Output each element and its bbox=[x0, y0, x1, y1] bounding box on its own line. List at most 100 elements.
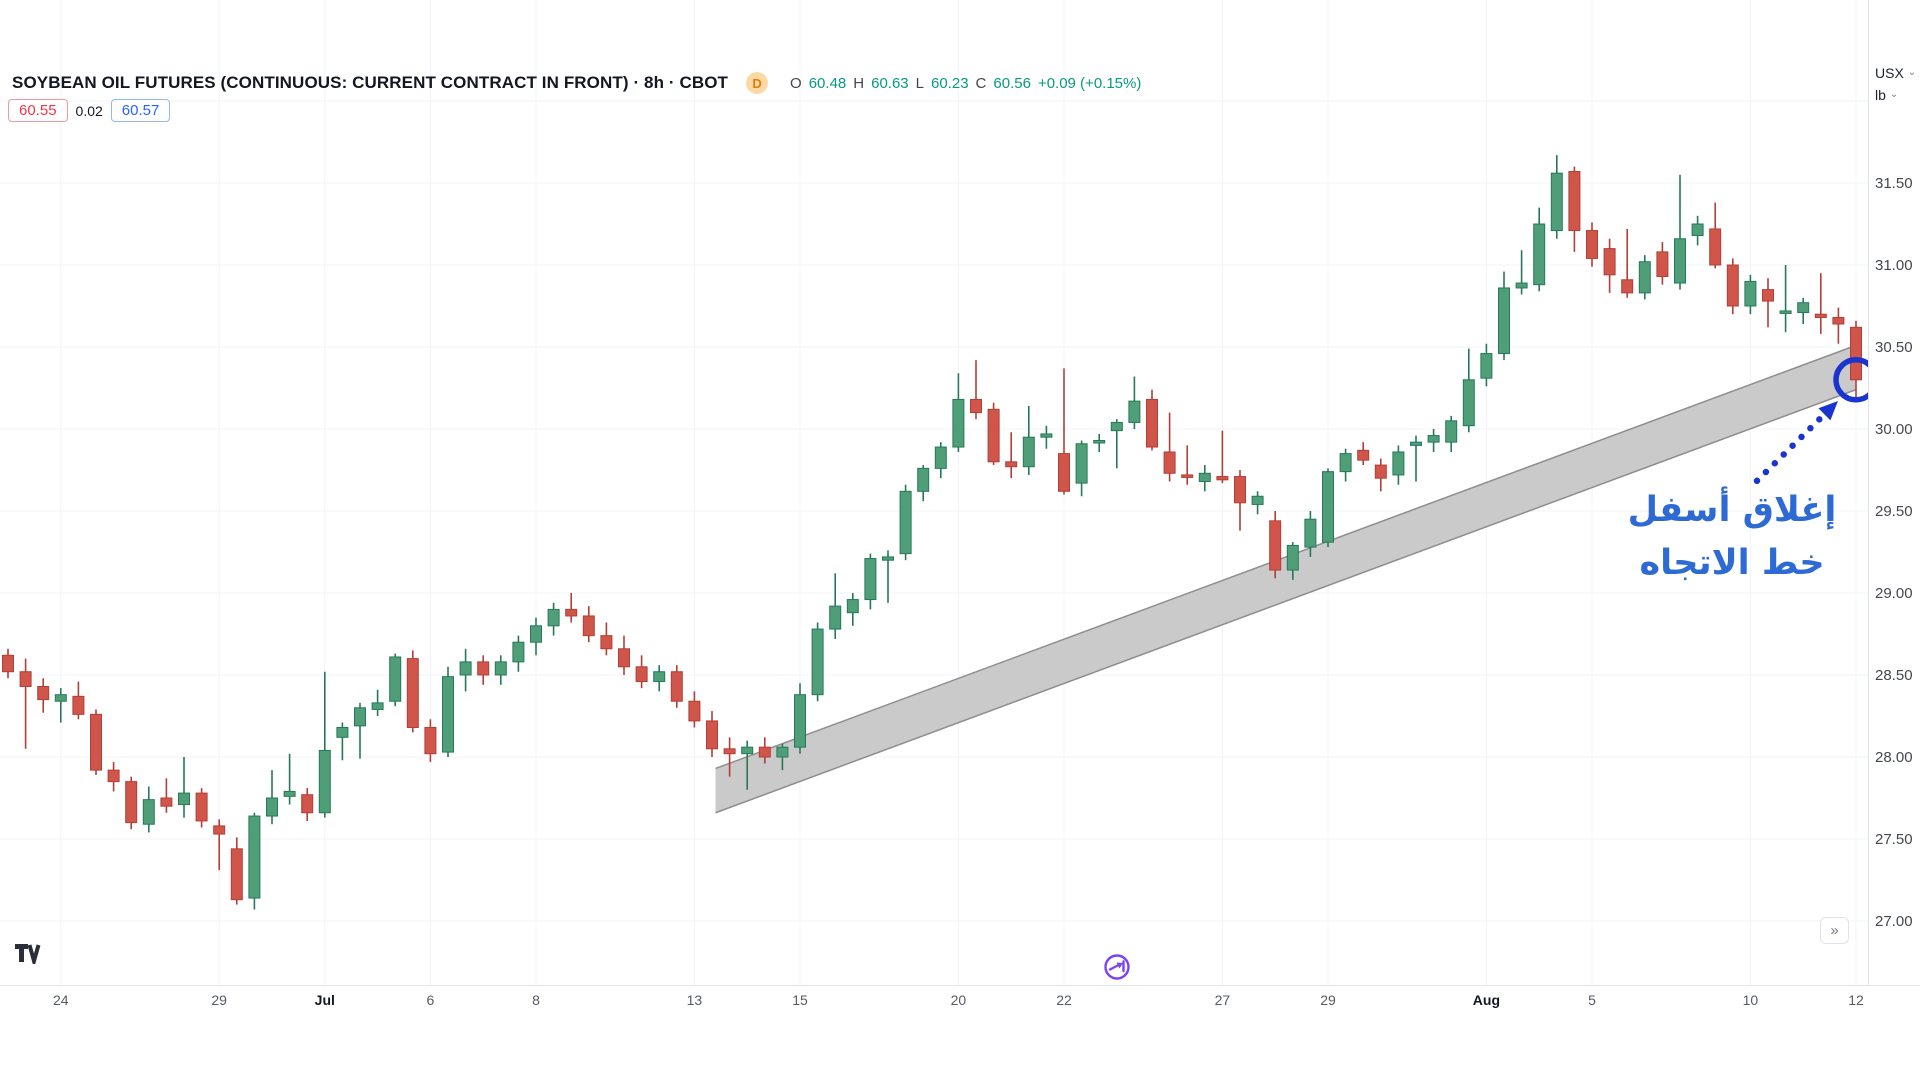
go-to-realtime-icon[interactable] bbox=[1103, 953, 1131, 981]
trend-channel-upper-line[interactable] bbox=[715, 344, 1857, 770]
candle-body bbox=[1814, 313, 1827, 318]
candle-body bbox=[1374, 464, 1387, 479]
time-axis-label: 8 bbox=[532, 992, 540, 1008]
candle-body bbox=[1586, 230, 1598, 259]
candle-body bbox=[1216, 476, 1229, 481]
price-unit-selector[interactable]: USX ⌄ lb ⌄ bbox=[1875, 62, 1916, 106]
time-axis-label: 20 bbox=[950, 992, 967, 1008]
candle-body bbox=[90, 713, 102, 771]
candle-body bbox=[54, 694, 67, 702]
ohlc-values: O 60.48 H 60.63 L 60.23 C 60.56 +0.09 (+0.15… bbox=[790, 75, 1141, 92]
open-value: 60.48 bbox=[808, 74, 847, 92]
sell-price-button[interactable]: 60.55 bbox=[8, 99, 68, 122]
candle-body bbox=[1357, 449, 1370, 461]
candle-body bbox=[1251, 495, 1264, 505]
candle-body bbox=[336, 726, 349, 738]
candle-body bbox=[1850, 326, 1862, 381]
candle-body bbox=[547, 608, 560, 627]
candle-body bbox=[1198, 472, 1211, 482]
trendline-annotation-text[interactable]: إغلاق أسفل خط الاتجاه bbox=[1626, 484, 1838, 590]
candle-body bbox=[266, 797, 278, 817]
candle-body bbox=[864, 558, 877, 601]
candle-body bbox=[1691, 223, 1704, 236]
annotation-line-2: خط الاتجاه bbox=[1639, 543, 1825, 583]
candle-body bbox=[1128, 400, 1141, 423]
time-axis-label: 12 bbox=[1848, 992, 1864, 1008]
candle-body bbox=[406, 658, 419, 728]
candle-body bbox=[899, 490, 912, 555]
candle-body bbox=[1709, 228, 1722, 266]
candle-body bbox=[934, 446, 947, 469]
candle-body bbox=[1515, 282, 1528, 289]
close-label: C bbox=[975, 74, 987, 92]
time-axis[interactable]: 24 29 Jul 6 8 13 15 20 22 27 29 Aug 5 10 12 bbox=[0, 985, 1920, 1017]
tradingview-logo[interactable] bbox=[14, 942, 42, 964]
close-value: 60.56 bbox=[993, 74, 1031, 92]
candle-body bbox=[301, 794, 314, 814]
candle-body bbox=[283, 790, 296, 797]
candle-body bbox=[1744, 280, 1757, 307]
candle-body bbox=[1040, 433, 1053, 438]
dividends-badge[interactable]: D bbox=[746, 72, 769, 94]
candle-body bbox=[371, 702, 384, 710]
candle-body bbox=[1462, 379, 1475, 427]
candle-body bbox=[565, 608, 578, 617]
candle-body bbox=[987, 408, 1000, 463]
candle-body bbox=[758, 746, 771, 758]
candle-body bbox=[1181, 474, 1194, 478]
candle-body bbox=[1480, 353, 1493, 379]
candle-body bbox=[846, 599, 859, 614]
time-axis-label: 13 bbox=[686, 992, 703, 1008]
time-axis-label: 27 bbox=[1214, 992, 1231, 1008]
buy-price-button[interactable]: 60.57 bbox=[110, 99, 171, 122]
candle-body bbox=[1093, 439, 1106, 444]
candle-body bbox=[477, 661, 490, 676]
candle-body bbox=[1498, 287, 1510, 355]
candle-body bbox=[19, 671, 32, 687]
price-axis-label: 30.00 bbox=[1875, 421, 1913, 438]
close-below-trendline-circle[interactable] bbox=[1833, 357, 1868, 403]
time-axis-label: 29 bbox=[1320, 992, 1336, 1008]
candle-body bbox=[72, 695, 85, 715]
candle-body bbox=[723, 748, 736, 755]
price-axis-label: 30.50 bbox=[1875, 339, 1913, 356]
candle-body bbox=[1779, 310, 1792, 314]
candlestick-chart-canvas[interactable] bbox=[0, 0, 1868, 985]
annotation-arrow-shaft[interactable] bbox=[1753, 407, 1832, 485]
candle-body bbox=[1410, 441, 1422, 446]
candle-body bbox=[1656, 251, 1669, 277]
candle-body bbox=[653, 671, 666, 683]
candle-body bbox=[494, 661, 507, 676]
candle-body bbox=[952, 398, 965, 448]
time-axis-label: 29 bbox=[211, 992, 227, 1008]
open-label: O bbox=[790, 74, 802, 92]
candle-body bbox=[811, 628, 824, 696]
candle-body bbox=[1674, 238, 1686, 284]
candle-body bbox=[794, 694, 806, 748]
price-axis-label: 31.00 bbox=[1875, 257, 1913, 274]
price-axis-label: 29.50 bbox=[1875, 503, 1913, 520]
candle-body bbox=[512, 641, 525, 663]
candle-body bbox=[618, 648, 630, 668]
candle-body bbox=[1110, 421, 1123, 432]
candle-body bbox=[917, 467, 930, 492]
annotation-arrow-head[interactable] bbox=[1818, 400, 1838, 421]
candle-body bbox=[1621, 279, 1634, 294]
price-axis[interactable]: USX ⌄ lb ⌄ 31.50 31.00 30.50 30.00 29.50 29.0… bbox=[1868, 0, 1920, 985]
candle-body bbox=[1832, 316, 1845, 325]
price-axis-label: 28.00 bbox=[1875, 749, 1913, 766]
candle-body bbox=[1568, 171, 1581, 232]
chevron-down-icon: ⌄ bbox=[1889, 89, 1899, 100]
change-value: +0.09 (+0.15%) bbox=[1037, 74, 1142, 92]
price-axis-label: 31.50 bbox=[1875, 175, 1913, 192]
candle-body bbox=[142, 799, 155, 825]
trend-channel-lower-line[interactable] bbox=[715, 388, 1857, 814]
candle-body bbox=[1550, 172, 1563, 232]
annotation-line-1: إغلاق أسفل bbox=[1627, 490, 1837, 530]
candle-body bbox=[1269, 520, 1282, 571]
candle-body bbox=[1603, 248, 1616, 276]
candle-body bbox=[195, 792, 208, 822]
trend-channel-band[interactable] bbox=[715, 345, 1856, 813]
candle-body bbox=[248, 815, 261, 899]
chevron-double-right-icon[interactable]: » bbox=[1820, 917, 1849, 944]
